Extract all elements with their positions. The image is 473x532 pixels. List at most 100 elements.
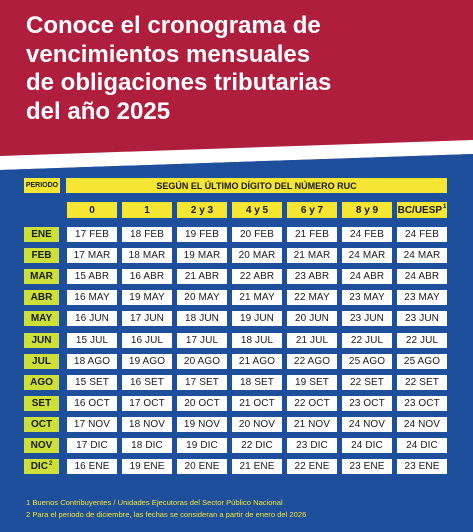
header-banner: Conoce el cronograma de vencimientos men… — [0, 0, 473, 160]
date-cell: 18 JUN — [177, 311, 227, 326]
page-title: Conoce el cronograma de vencimientos men… — [26, 12, 332, 125]
date-cell: 21 AGO — [232, 354, 282, 369]
column-header-5: 8 y 9 — [342, 202, 392, 218]
date-cell: 22 SET — [342, 375, 392, 390]
month-label-ago: AGO — [24, 375, 59, 390]
month-label-text: JUN — [31, 335, 52, 346]
date-cell: 25 AGO — [342, 354, 392, 369]
column-header-6: BC/UESP 1 — [397, 202, 447, 218]
date-cell: 17 DIC — [67, 438, 117, 453]
date-cell: 18 MAR — [122, 248, 172, 263]
month-label-oct: OCT — [24, 417, 59, 432]
date-cell: 18 DIC — [122, 438, 172, 453]
column-header-label: 4 y 5 — [245, 204, 269, 216]
date-cell: 24 DIC — [397, 438, 447, 453]
date-cell: 21 FEB — [287, 227, 337, 242]
date-cell: 18 SET — [232, 375, 282, 390]
date-cell: 18 JUL — [232, 333, 282, 348]
date-cell: 15 JUL — [67, 333, 117, 348]
month-label-text: SET — [31, 398, 52, 409]
column-header-0: 0 — [67, 202, 117, 218]
date-cell: 20 OCT — [177, 396, 227, 411]
date-cell: 19 NOV — [177, 417, 227, 432]
date-cell: 21 JUL — [287, 333, 337, 348]
month-label-set: SET — [24, 396, 59, 411]
date-cell: 20 JUN — [287, 311, 337, 326]
date-cell: 20 MAY — [177, 290, 227, 305]
date-cell: 21 MAR — [287, 248, 337, 263]
month-label-jul: JUL — [24, 354, 59, 369]
date-cell: 18 NOV — [122, 417, 172, 432]
column-header-label: 1 — [144, 204, 150, 216]
month-label-ene: ENE — [24, 227, 59, 242]
column-header-1: 1 — [122, 202, 172, 218]
column-header-footnote-mark: 1 — [443, 204, 447, 210]
date-cell: 20 MAR — [232, 248, 282, 263]
column-header-label: 2 y 3 — [190, 204, 214, 216]
column-header-label: 8 y 9 — [355, 204, 379, 216]
date-cell: 21 ABR — [177, 269, 227, 284]
date-cell: 19 DIC — [177, 438, 227, 453]
date-cell: 24 ABR — [397, 269, 447, 284]
date-cell: 20 AGO — [177, 354, 227, 369]
date-cell: 23 OCT — [342, 396, 392, 411]
date-cell: 16 JUN — [67, 311, 117, 326]
month-label-abr: ABR — [24, 290, 59, 305]
date-cell: 23 JUN — [397, 311, 447, 326]
column-header-label: BC/UESP — [397, 204, 443, 216]
date-cell: 24 NOV — [397, 417, 447, 432]
column-header-2: 2 y 3 — [177, 202, 227, 218]
periodo-label: PERIODO — [24, 178, 60, 193]
month-label-text: FEB — [31, 250, 52, 261]
date-cell: 23 OCT — [397, 396, 447, 411]
date-cell: 19 MAR — [177, 248, 227, 263]
month-label-nov: NOV — [24, 438, 59, 453]
month-label-may: MAY — [24, 311, 59, 326]
column-header-3: 4 y 5 — [232, 202, 282, 218]
date-cell: 20 ENE — [177, 459, 227, 474]
month-label-text: NOV — [30, 440, 53, 451]
date-cell: 20 FEB — [232, 227, 282, 242]
date-cell: 16 SET — [122, 375, 172, 390]
footnote-1: 1 Buenos Contribuyentes / Unidades Ejecu… — [26, 498, 283, 507]
date-cell: 24 ABR — [342, 269, 392, 284]
month-label-text: DIC — [30, 461, 48, 472]
date-cell: 22 JUL — [342, 333, 392, 348]
month-label-text: ABR — [30, 292, 53, 303]
date-cell: 23 MAY — [397, 290, 447, 305]
date-cell: 19 SET — [287, 375, 337, 390]
date-cell: 23 ENE — [342, 459, 392, 474]
date-cell: 24 DIC — [342, 438, 392, 453]
date-cell: 22 MAY — [287, 290, 337, 305]
date-cell: 17 JUL — [177, 333, 227, 348]
month-label-jun: JUN — [24, 333, 59, 348]
date-cell: 22 JUL — [397, 333, 447, 348]
month-label-text: JUL — [32, 356, 51, 367]
date-cell: 16 MAY — [67, 290, 117, 305]
month-label-text: MAR — [30, 271, 53, 282]
date-cell: 22 DIC — [232, 438, 282, 453]
date-cell: 17 SET — [177, 375, 227, 390]
month-label-text: ENE — [31, 229, 52, 240]
date-cell: 22 AGO — [287, 354, 337, 369]
date-cell: 16 OCT — [67, 396, 117, 411]
date-cell: 22 OCT — [287, 396, 337, 411]
date-cell: 24 FEB — [397, 227, 447, 242]
date-cell: 25 AGO — [397, 354, 447, 369]
month-footnote-mark: 2 — [48, 460, 53, 467]
date-cell: 23 ENE — [397, 459, 447, 474]
date-cell: 19 FEB — [177, 227, 227, 242]
date-cell: 15 SET — [67, 375, 117, 390]
footnote-2: 2 Para el periodo de diciembre, las fech… — [26, 510, 307, 519]
date-cell: 19 JUN — [232, 311, 282, 326]
date-cell: 24 NOV — [342, 417, 392, 432]
date-cell: 17 NOV — [67, 417, 117, 432]
month-label-text: MAY — [30, 313, 53, 324]
month-label-mar: MAR — [24, 269, 59, 284]
column-header-4: 6 y 7 — [287, 202, 337, 218]
ruc-digit-header: SEGÚN EL ÚLTIMO DÍGITO DEL NÚMERO RUC — [66, 178, 447, 193]
date-cell: 23 DIC — [287, 438, 337, 453]
column-header-label: 0 — [89, 204, 95, 216]
date-cell: 21 NOV — [287, 417, 337, 432]
month-label-text: OCT — [30, 419, 53, 430]
